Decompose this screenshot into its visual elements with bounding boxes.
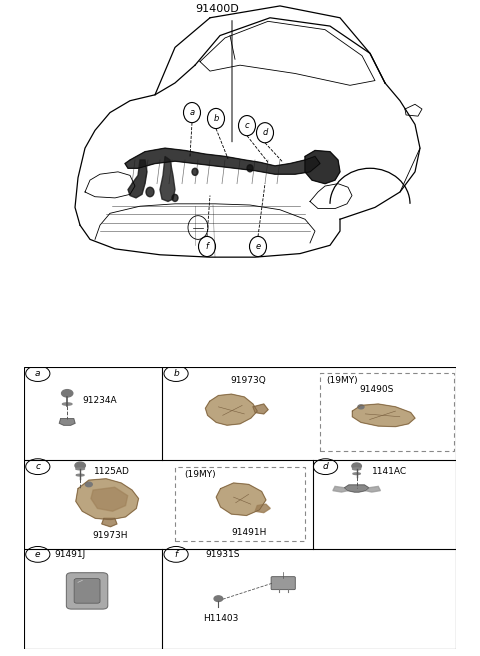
Text: H11403: H11403 (203, 614, 238, 623)
Text: c: c (36, 462, 40, 471)
Text: e: e (255, 242, 261, 251)
FancyBboxPatch shape (66, 573, 108, 609)
Circle shape (61, 390, 73, 397)
Polygon shape (352, 404, 415, 426)
Circle shape (358, 405, 364, 409)
Ellipse shape (353, 473, 360, 474)
Circle shape (192, 169, 198, 175)
Text: b: b (173, 369, 179, 378)
Text: 1125AD: 1125AD (94, 466, 130, 476)
Ellipse shape (352, 468, 361, 470)
Text: f: f (205, 242, 208, 251)
Polygon shape (160, 156, 175, 201)
Text: 91931S: 91931S (205, 550, 240, 559)
Polygon shape (305, 150, 340, 184)
Circle shape (214, 596, 223, 602)
Polygon shape (216, 483, 266, 516)
Text: d: d (262, 128, 268, 137)
Text: f: f (175, 550, 178, 559)
Circle shape (85, 482, 92, 487)
Text: 91234A: 91234A (83, 396, 117, 405)
Text: (19MY): (19MY) (326, 375, 358, 384)
Text: b: b (213, 114, 219, 123)
Circle shape (75, 462, 85, 469)
Text: (19MY): (19MY) (184, 470, 216, 479)
Polygon shape (365, 486, 381, 492)
Polygon shape (76, 479, 139, 520)
Ellipse shape (76, 468, 84, 470)
Polygon shape (60, 419, 75, 425)
Text: 91490S: 91490S (359, 386, 393, 394)
Polygon shape (102, 518, 117, 527)
FancyBboxPatch shape (271, 577, 295, 590)
Text: c: c (245, 121, 249, 130)
Polygon shape (333, 486, 348, 492)
Ellipse shape (62, 403, 72, 405)
FancyBboxPatch shape (74, 579, 100, 603)
Text: 91400D: 91400D (195, 5, 239, 14)
Polygon shape (125, 148, 320, 174)
Text: 91491H: 91491H (231, 528, 266, 537)
Ellipse shape (76, 474, 84, 476)
Polygon shape (128, 160, 147, 198)
Circle shape (146, 187, 154, 197)
Text: 91491J: 91491J (54, 550, 85, 559)
Polygon shape (205, 394, 257, 425)
Text: 91973H: 91973H (93, 531, 128, 540)
Polygon shape (345, 485, 369, 492)
Circle shape (352, 463, 361, 469)
Bar (175, 468, 305, 541)
Circle shape (247, 165, 253, 172)
Text: d: d (323, 462, 328, 471)
Text: e: e (35, 550, 41, 559)
Polygon shape (91, 487, 128, 511)
Polygon shape (255, 504, 270, 512)
Circle shape (172, 194, 178, 201)
Polygon shape (253, 404, 268, 414)
Text: 91973Q: 91973Q (231, 377, 266, 385)
Text: a: a (35, 369, 41, 378)
Text: a: a (190, 108, 194, 117)
Text: 1141AC: 1141AC (372, 467, 407, 476)
Bar (320, 373, 454, 451)
